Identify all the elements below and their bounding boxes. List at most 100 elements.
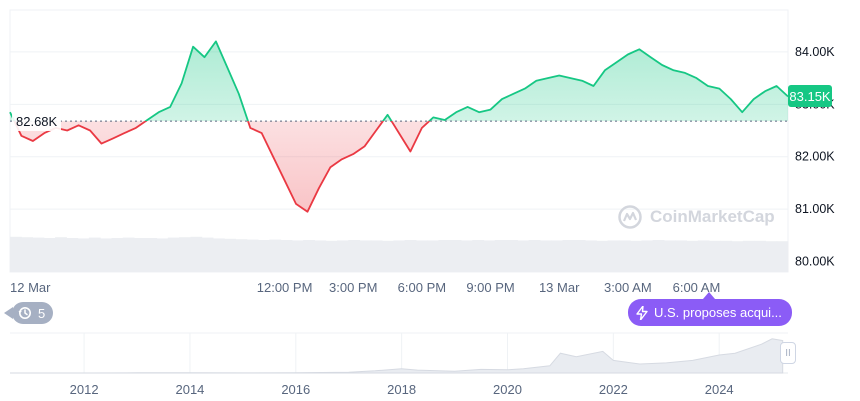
y-tick-label: 81.00K — [795, 202, 835, 216]
volume-bar — [506, 240, 518, 272]
lightning-icon — [636, 305, 648, 320]
y-tick-label: 82.00K — [795, 150, 835, 164]
price-areas — [10, 41, 788, 212]
volume-bar — [449, 240, 462, 272]
volume-bar — [224, 238, 237, 272]
x-tick-label: 12 Mar — [10, 280, 51, 295]
current-price-label: 83.15K — [789, 88, 831, 104]
x-tick-label: 6:00 PM — [398, 280, 446, 295]
volume-bar — [494, 240, 507, 272]
volume-bar — [280, 240, 293, 272]
navigator-year-label: 2022 — [599, 382, 628, 397]
up-area — [10, 41, 788, 122]
volume-bar — [618, 240, 631, 272]
volume-bar — [607, 240, 620, 272]
current-price-tag: 83.15K — [788, 85, 832, 108]
volume-bar — [55, 237, 67, 272]
volume-bar — [585, 240, 597, 272]
reference-price-label: 82.68K — [16, 114, 58, 130]
news-event-chip[interactable]: U.S. proposes acqui... — [628, 292, 792, 326]
volume-bar — [742, 240, 755, 272]
volume-bar — [156, 238, 169, 272]
volume-bar — [179, 237, 191, 272]
navigator-year-label: 2018 — [387, 382, 416, 397]
volume-bar — [686, 240, 699, 272]
volume-bar — [246, 239, 259, 272]
volume-bar — [551, 240, 563, 272]
volume-bar — [415, 240, 428, 272]
volume-bar — [66, 238, 79, 272]
volume-bar — [21, 237, 34, 272]
volume-bar — [517, 240, 530, 272]
volume-bar — [370, 240, 383, 272]
volume-bar — [145, 238, 158, 272]
volume-bar — [359, 240, 372, 272]
volume-bar — [10, 236, 22, 272]
navigator-x-axis: 2012 2014 2016 2018 2020 2022 2024 — [70, 382, 734, 397]
volume-bar — [269, 239, 282, 272]
volume-bar — [720, 240, 733, 272]
volume-bar — [77, 238, 90, 272]
volume-bar — [235, 239, 248, 272]
range-navigator[interactable] — [10, 332, 788, 374]
volume-bar — [88, 237, 101, 272]
volume-bar — [731, 241, 744, 272]
price-line-up — [9, 40, 789, 122]
volume-bar — [765, 241, 778, 272]
coinmarketcap-logo-icon — [618, 205, 642, 229]
volume-bar — [134, 238, 146, 272]
volume-bar — [314, 240, 327, 272]
volume-bar — [303, 240, 315, 272]
news-event-label: U.S. proposes acqui... — [654, 305, 782, 320]
volume-bar — [472, 240, 485, 272]
volume-bar — [641, 240, 654, 272]
price-line-down — [13, 121, 431, 213]
navigator-year-label: 2012 — [70, 382, 99, 397]
volume-bar — [382, 240, 394, 272]
event-history-chip[interactable]: 5 — [3, 302, 54, 324]
volume-bar — [596, 240, 609, 272]
volume-bar — [122, 237, 135, 272]
history-count: 5 — [38, 305, 46, 321]
reference-price-tag: 82.68K — [12, 113, 62, 132]
navigator-year-label: 2014 — [175, 382, 204, 397]
volume-bar — [212, 238, 225, 272]
volume-bar — [43, 238, 56, 272]
navigator-year-label: 2024 — [705, 382, 734, 397]
x-axis: 12 Mar 12:00 PM 3:00 PM 6:00 PM 9:00 PM 13 Ma… — [10, 280, 720, 295]
down-area — [10, 121, 788, 212]
volume-bar — [32, 237, 45, 272]
volume-bars — [10, 236, 789, 272]
volume-bar — [348, 240, 361, 272]
volume-bar — [404, 240, 417, 272]
watermark-text: CoinMarketCap — [650, 207, 775, 226]
x-tick-label: 3:00 PM — [329, 280, 377, 295]
volume-bar — [291, 240, 304, 272]
volume-bar — [258, 240, 270, 272]
volume-bar — [697, 240, 710, 272]
volume-bar — [111, 238, 124, 272]
navigator-year-label: 2016 — [281, 382, 310, 397]
volume-bar — [461, 240, 473, 272]
volume-bar — [528, 240, 541, 272]
volume-bar — [539, 240, 552, 272]
volume-bar — [573, 240, 586, 272]
navigator-area — [10, 338, 784, 374]
volume-bar — [167, 237, 180, 272]
volume-bar — [325, 240, 338, 272]
volume-bar — [754, 240, 766, 272]
navigator-handle[interactable]: II — [780, 342, 796, 364]
x-tick-label: 9:00 PM — [466, 280, 514, 295]
y-tick-label: 84.00K — [795, 45, 835, 59]
volume-bar — [709, 240, 721, 272]
price-lines — [9, 40, 789, 213]
volume-bar — [776, 241, 789, 272]
volume-bar — [190, 236, 203, 272]
volume-bar — [393, 240, 406, 272]
navigator-year-label: 2020 — [493, 382, 522, 397]
volume-bar — [675, 240, 688, 272]
plot-frame — [9, 9, 789, 273]
history-icon — [18, 307, 31, 319]
x-tick-label: 3:00 AM — [604, 280, 652, 295]
